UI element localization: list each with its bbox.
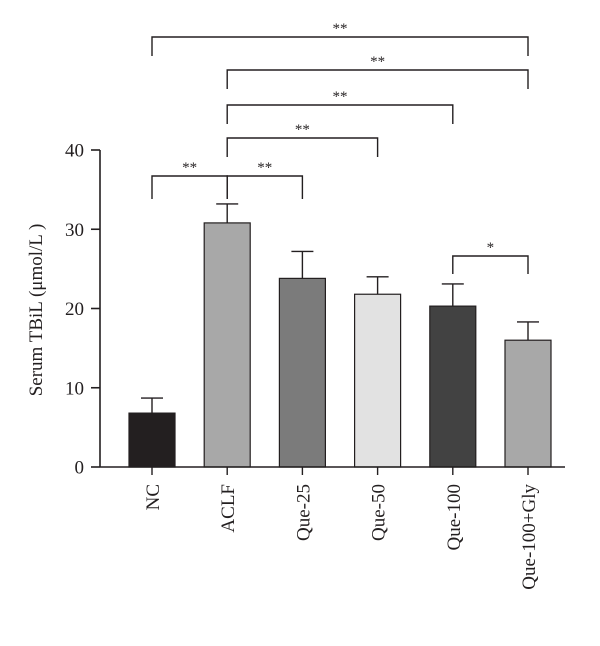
y-tick-label: 10 [65, 378, 84, 399]
x-tick-label: Que-100 [444, 484, 465, 550]
bar-que-50 [354, 293, 402, 468]
x-tick-label: Que-100+Gly [519, 484, 540, 590]
significance-label: ** [333, 89, 348, 105]
x-tick-label: Que-25 [293, 484, 314, 541]
y-tick-label: 20 [65, 299, 84, 320]
significance-bracket [226, 137, 379, 157]
bar-que-100 [429, 305, 477, 468]
significance-bracket [151, 36, 529, 56]
x-ticks: NC ACLF Que-25 Que-50 Que-100 Que-100+Gly [143, 467, 540, 590]
x-tick-label: ACLF [218, 484, 239, 533]
y-axis-label: Serum TBiL (μmol/L ) [26, 224, 47, 397]
bar-nc [128, 412, 176, 468]
significance-label: ** [182, 160, 197, 176]
significance-bracket [226, 104, 454, 124]
x-tick-label: NC [143, 484, 164, 510]
y-tick-label: 30 [65, 220, 84, 241]
y-tick-label: 40 [65, 141, 84, 162]
x-tick-label: Que-50 [369, 484, 390, 541]
significance-bracket [226, 69, 529, 89]
y-ticks: 0 10 20 30 40 [65, 141, 100, 479]
significance-label: ** [370, 54, 385, 70]
bars-layer [128, 222, 552, 468]
significance-bracket [226, 175, 304, 199]
bar-aclf [203, 222, 251, 468]
y-tick-label: 0 [75, 458, 85, 479]
bar-que-25 [278, 277, 326, 468]
error-bars-layer [141, 203, 539, 414]
significance-label: * [487, 240, 495, 256]
significance-bracket [452, 255, 529, 274]
significance-label: ** [257, 160, 272, 176]
significance-label: ** [295, 122, 310, 138]
bar-que-100-gly [504, 339, 552, 468]
significance-bracket [151, 175, 228, 199]
significance-brackets: ********** *** [151, 21, 529, 274]
significance-label: ** [333, 21, 348, 37]
